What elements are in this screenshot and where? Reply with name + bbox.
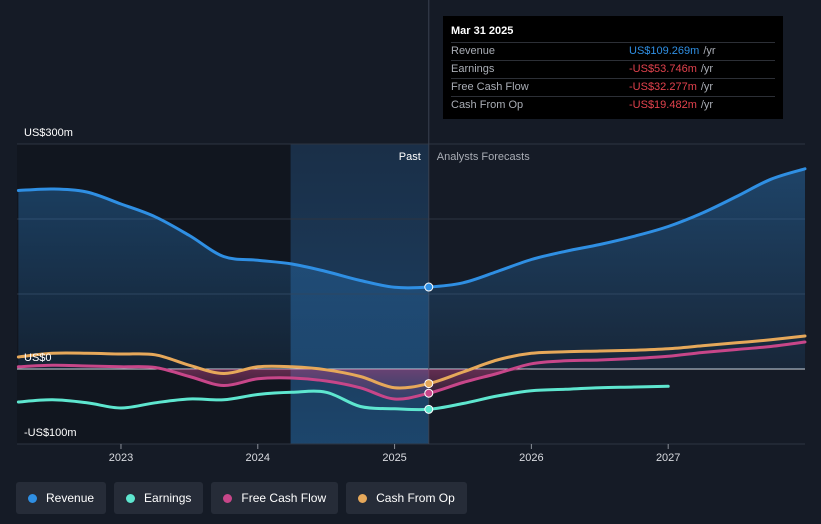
legend-label: Earnings [144,491,192,505]
tooltip-value: -US$32.277m [629,81,697,93]
legend-dot-icon [126,493,136,503]
cash-from-op-line [16,334,807,390]
tooltip-value: -US$19.482m [629,99,697,111]
legend-item-cash-from-op[interactable]: Cash From Op [346,482,467,514]
revenue-area [18,168,806,369]
legend-dot-icon [358,493,368,503]
legend-item-revenue[interactable]: Revenue [16,482,107,514]
tooltip-label: Free Cash Flow [451,81,529,93]
x-tick-label: 2023 [109,452,133,464]
legend-item-earnings[interactable]: Earnings [114,482,204,514]
x-tick-label: 2026 [519,452,543,464]
tooltip-unit: /yr [700,81,714,93]
x-tick-label: 2025 [382,452,406,464]
tooltip-row-revenue: Revenue US$109.269m /yr [451,43,775,61]
revenue-line [16,167,807,290]
tooltip-unit: /yr [703,45,716,57]
legend: Revenue Earnings Free Cash Flow Cash Fro… [16,482,467,514]
legend-dot-icon [28,493,37,503]
tooltip-value: US$109.269m [629,45,700,57]
cash-from-op-marker [424,379,434,389]
negative-area [18,368,806,400]
legend-label: Cash From Op [376,491,455,505]
tooltip: Mar 31 2025 Revenue US$109.269m /yr Earn… [443,16,783,119]
x-tick-label: 2027 [656,452,680,464]
legend-dot-icon [223,493,233,503]
legend-item-free-cash-flow[interactable]: Free Cash Flow [211,482,339,514]
y-tick-label: -US$100m [24,427,77,439]
tooltip-date: Mar 31 2025 [451,24,775,43]
y-tick-label: US$300m [24,127,73,139]
past-label: Past [399,151,421,163]
y-tick-label: US$0 [24,352,52,364]
legend-label: Free Cash Flow [241,491,327,505]
tooltip-value: -US$53.746m [629,63,697,75]
x-tick-label: 2024 [246,452,270,464]
tooltip-label: Cash From Op [451,99,524,111]
earnings-line [16,384,670,412]
forecast-label: Analysts Forecasts [437,151,530,163]
tooltip-row-earnings: Earnings -US$53.746m /yr [451,61,775,79]
revenue-marker [424,282,434,292]
tooltip-row-free-cash-flow: Free Cash Flow -US$32.277m /yr [451,79,775,97]
tooltip-label: Revenue [451,45,496,57]
free-cash-flow-line [16,340,807,401]
tooltip-unit: /yr [700,99,714,111]
earnings-marker [424,404,434,414]
tooltip-unit: /yr [700,63,714,75]
legend-label: Revenue [46,491,95,505]
free-cash-flow-marker [424,388,434,398]
tooltip-row-cash-from-op: Cash From Op -US$19.482m /yr [451,97,775,114]
tooltip-label: Earnings [451,63,495,75]
